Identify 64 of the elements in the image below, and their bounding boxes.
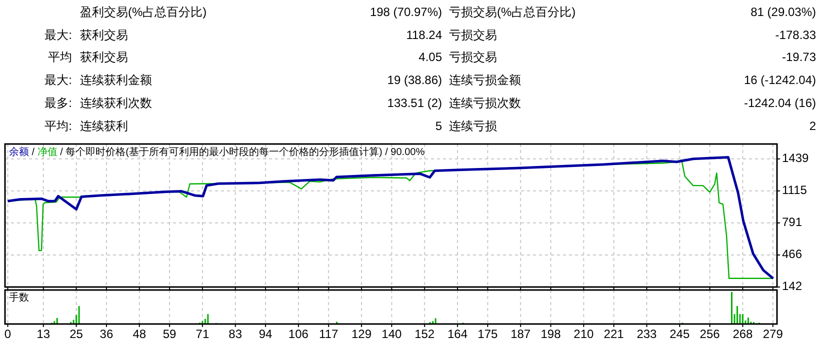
x-tick-label: 71 — [196, 327, 210, 340]
y-tick-label: 142 — [782, 279, 802, 294]
text: 5 — [435, 119, 442, 134]
y-tick-label: 791 — [782, 215, 802, 230]
text: 连续获利 — [80, 119, 128, 134]
text: 连续获利金额 — [80, 73, 152, 88]
x-tick-label: 48 — [132, 327, 146, 340]
text: 16 (-1242.04) — [744, 73, 816, 88]
x-tick-label: 129 — [352, 327, 372, 340]
x-tick-label: 175 — [478, 327, 498, 340]
text: 平均 — [48, 50, 72, 64]
chart-title: 手数 — [9, 292, 29, 304]
chart-title: / 每个即时价格(基于所有可利用的最小时段的每一个价格的分形插值计算) / 90.00% — [57, 146, 425, 158]
text: 81 (29.03%) — [750, 5, 816, 20]
text: -19.73 — [782, 50, 816, 64]
text: 获利交易 — [80, 28, 128, 42]
x-tick-label: 59 — [162, 327, 177, 340]
x-tick-label: 36 — [100, 327, 114, 340]
y-tick-label: 466 — [782, 247, 802, 262]
text: 133.51 (2) — [387, 96, 442, 110]
x-tick-label: 94 — [258, 327, 273, 340]
text: 亏损交易 — [449, 50, 497, 64]
text: 亏损交易(%占总百分比) — [449, 5, 576, 20]
x-tick-label: 140 — [382, 327, 402, 340]
x-tick-label: 268 — [732, 327, 754, 340]
text: 2 — [809, 119, 816, 134]
x-tick-label: 279 — [762, 327, 784, 340]
text: 亏损交易 — [449, 28, 497, 42]
x-tick-label: 164 — [447, 327, 468, 340]
x-tick-label: 13 — [36, 327, 50, 340]
x-tick-label: 210 — [574, 327, 594, 340]
x-tick-label: 83 — [228, 327, 242, 340]
text: 净值 — [37, 146, 58, 158]
text: 余额 — [9, 146, 29, 158]
x-tick-label: 245 — [670, 327, 690, 340]
x-tick-label: 25 — [70, 327, 84, 340]
x-tick-label: 256 — [700, 327, 720, 340]
text: 19 (38.86) — [387, 73, 442, 88]
text: 连续亏损金额 — [449, 73, 521, 88]
text: 平均: — [44, 119, 72, 134]
text: 连续获利次数 — [80, 96, 152, 110]
text: -1242.04 (16) — [744, 96, 816, 110]
x-tick-label: 187 — [510, 327, 531, 340]
x-tick-label: 117 — [319, 327, 338, 340]
text: 118.24 — [406, 28, 442, 42]
x-tick-label: 233 — [636, 327, 658, 340]
text: 盈利交易(%占总百分比) — [80, 5, 207, 20]
x-tick-label: 0 — [4, 327, 12, 340]
x-tick-label: 198 — [540, 327, 562, 340]
text: 最多: — [44, 96, 72, 110]
text: 198 (70.97%) — [370, 5, 442, 20]
text: -178.33 — [775, 28, 816, 42]
text: 最大: — [44, 73, 72, 88]
text: 连续亏损次数 — [449, 96, 521, 110]
text: 连续亏损 — [449, 119, 497, 134]
text: 最大: — [44, 28, 72, 42]
annotation: / — [29, 146, 38, 158]
y-tick-label: 1439 — [782, 151, 810, 166]
y-tick-label: 1115 — [782, 183, 808, 198]
x-tick-label: 152 — [414, 327, 435, 340]
x-tick-label: 221 — [604, 327, 624, 340]
text: 获利交易 — [80, 50, 128, 64]
x-tick-label: 106 — [288, 327, 309, 340]
text: 4.05 — [418, 50, 442, 64]
